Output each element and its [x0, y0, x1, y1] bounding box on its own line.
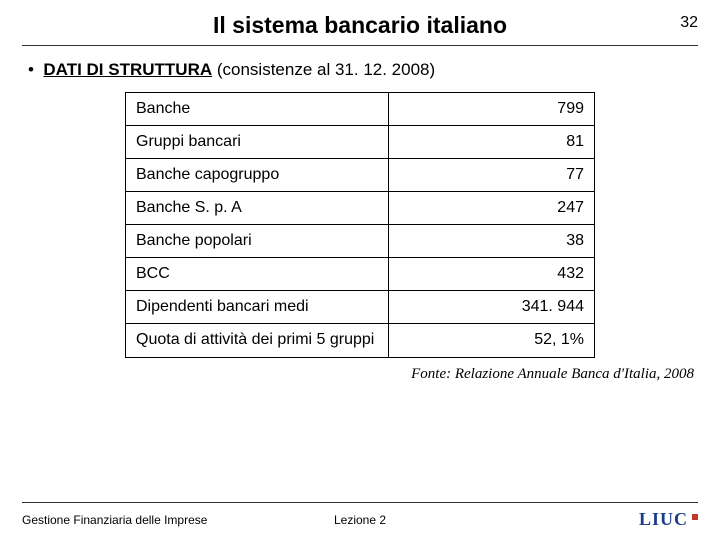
- logo-text: LIUC: [639, 509, 688, 530]
- table-row: BCC432: [126, 258, 595, 291]
- table-cell-label: Quota di attività dei primi 5 gruppi: [126, 324, 389, 357]
- structure-table: Banche799Gruppi bancari81Banche capogrup…: [125, 92, 595, 358]
- table-cell-value: 38: [388, 225, 594, 258]
- slide-title: Il sistema bancario italiano: [213, 12, 507, 38]
- bullet-lead: DATI DI STRUTTURA: [43, 60, 212, 79]
- table-cell-value: 341. 944: [388, 291, 594, 324]
- table-row: Banche799: [126, 93, 595, 126]
- table-cell-label: Banche S. p. A: [126, 192, 389, 225]
- page-number: 32: [680, 14, 698, 32]
- bullet-rest: (consistenze al 31. 12. 2008): [212, 60, 435, 79]
- table-row: Banche S. p. A247: [126, 192, 595, 225]
- table-cell-label: BCC: [126, 258, 389, 291]
- table-cell-label: Banche capogruppo: [126, 159, 389, 192]
- table-cell-value: 52, 1%: [388, 324, 594, 357]
- table-cell-value: 432: [388, 258, 594, 291]
- source-line: Fonte: Relazione Annuale Banca d'Italia,…: [22, 366, 698, 383]
- title-row: Il sistema bancario italiano 32: [22, 12, 698, 46]
- logo-dot-icon: [692, 514, 698, 520]
- table-cell-label: Gruppi bancari: [126, 126, 389, 159]
- table-cell-value: 799: [388, 93, 594, 126]
- bullet-line: • DATI DI STRUTTURA (consistenze al 31. …: [22, 60, 698, 80]
- table-cell-value: 77: [388, 159, 594, 192]
- table-row: Banche capogruppo77: [126, 159, 595, 192]
- footer-left: Gestione Finanziaria delle Imprese: [22, 513, 247, 527]
- table-row: Banche popolari38: [126, 225, 595, 258]
- footer: Gestione Finanziaria delle Imprese Lezio…: [22, 502, 698, 530]
- table-row: Quota di attività dei primi 5 gruppi52, …: [126, 324, 595, 357]
- table-row: Gruppi bancari81: [126, 126, 595, 159]
- table-cell-value: 247: [388, 192, 594, 225]
- table-row: Dipendenti bancari medi341. 944: [126, 291, 595, 324]
- slide: Il sistema bancario italiano 32 • DATI D…: [0, 0, 720, 540]
- table-cell-label: Banche popolari: [126, 225, 389, 258]
- table-cell-label: Dipendenti bancari medi: [126, 291, 389, 324]
- footer-center: Lezione 2: [247, 513, 472, 527]
- table-cell-label: Banche: [126, 93, 389, 126]
- footer-right: LIUC: [473, 509, 698, 530]
- table-cell-value: 81: [388, 126, 594, 159]
